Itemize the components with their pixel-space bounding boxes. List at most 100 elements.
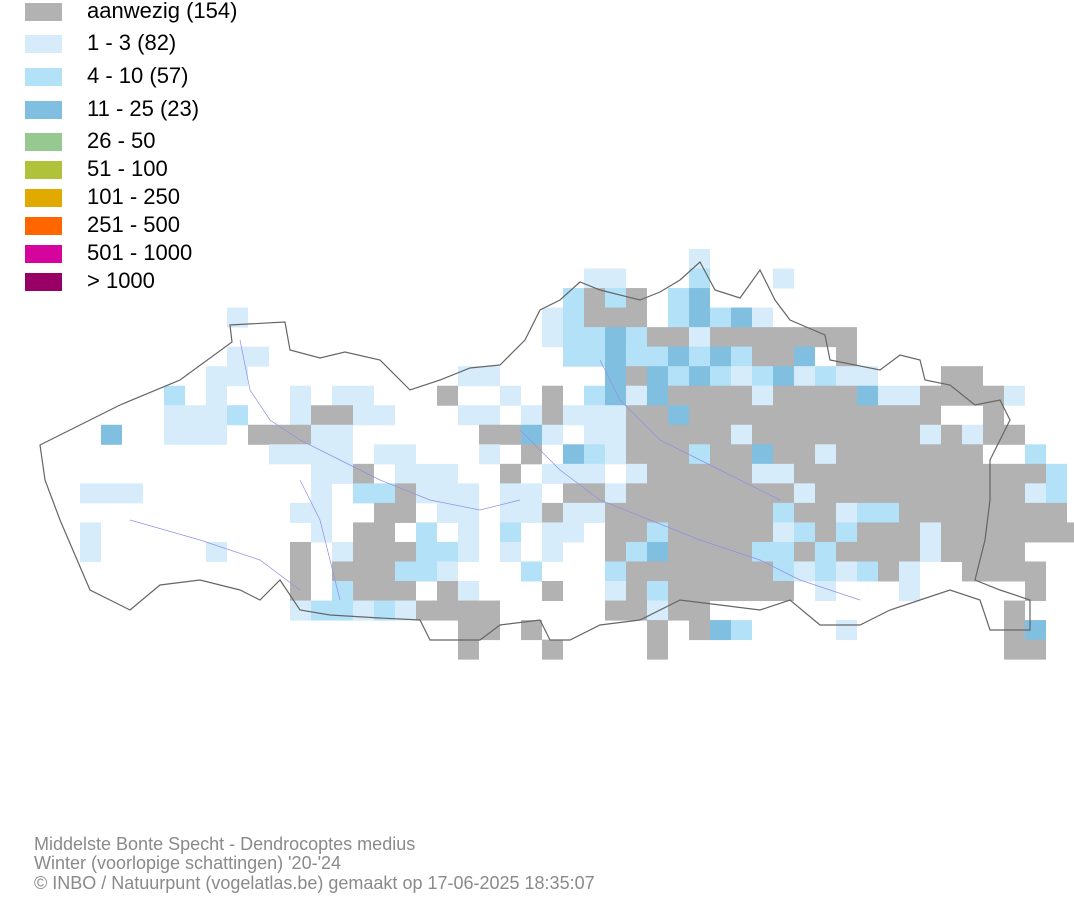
grid-cell <box>752 522 773 543</box>
grid-cell <box>836 620 857 641</box>
grid-cell <box>458 483 479 504</box>
grid-cell <box>521 502 542 523</box>
grid-cell <box>773 444 794 465</box>
grid-cell <box>1046 483 1067 504</box>
grid-cell <box>794 502 815 523</box>
grid-cell <box>794 327 815 348</box>
grid-cell <box>563 444 584 465</box>
grid-cell <box>983 463 1004 484</box>
grid-cell <box>689 483 710 504</box>
legend-swatch <box>25 161 62 179</box>
region-outline <box>39 261 1031 641</box>
legend-swatch <box>25 273 62 291</box>
grid-cell <box>206 541 227 562</box>
grid-cell <box>710 346 731 367</box>
grid-cell <box>731 522 752 543</box>
grid-cell <box>542 307 563 328</box>
grid-cell <box>311 444 332 465</box>
grid-cell <box>80 541 101 562</box>
grid-cell <box>710 581 731 602</box>
grid-cell <box>773 327 794 348</box>
grid-cell <box>836 561 857 582</box>
grid-cell <box>521 444 542 465</box>
grid-cell <box>731 541 752 562</box>
grid-cell <box>710 366 731 387</box>
grid-cell <box>458 639 479 660</box>
grid-cell <box>668 288 689 309</box>
grid-cell <box>752 581 773 602</box>
grid-cell <box>605 522 626 543</box>
legend-label: 1 - 3 (82) <box>87 30 176 55</box>
grid-cell <box>164 424 185 445</box>
grid-cell <box>836 385 857 406</box>
grid-cell <box>332 385 353 406</box>
grid-cell <box>521 405 542 426</box>
grid-cell <box>1046 463 1067 484</box>
grid-cell <box>479 424 500 445</box>
grid-cell <box>605 600 626 621</box>
footer-credit: © INBO / Natuurpunt (vogelatlas.be) gema… <box>34 873 595 893</box>
grid-cell <box>878 483 899 504</box>
grid-cell <box>311 522 332 543</box>
grid-cell <box>710 561 731 582</box>
grid-cell <box>290 561 311 582</box>
grid-cell <box>353 581 374 602</box>
grid-cell <box>689 620 710 641</box>
grid-cell <box>563 502 584 523</box>
grid-cell <box>290 581 311 602</box>
grid-cell <box>395 561 416 582</box>
grid-cell <box>647 385 668 406</box>
legend-label: aanwezig (154) <box>87 0 237 23</box>
grid-cell <box>248 424 269 445</box>
grid-cell <box>731 424 752 445</box>
grid-cell <box>668 600 689 621</box>
grid-cell <box>710 620 731 641</box>
grid-cell <box>542 541 563 562</box>
grid-cell <box>878 522 899 543</box>
grid-cell <box>794 444 815 465</box>
legend-label: 26 - 50 <box>87 128 156 153</box>
grid-cell <box>542 385 563 406</box>
grid-cell <box>941 522 962 543</box>
grid-cell <box>731 307 752 328</box>
grid-cell <box>563 288 584 309</box>
grid-cell <box>752 366 773 387</box>
legend-label: > 1000 <box>87 268 155 293</box>
grid-cell <box>836 405 857 426</box>
grid-cell <box>773 522 794 543</box>
grid-cell <box>626 288 647 309</box>
grid-cell <box>437 502 458 523</box>
grid-cell <box>374 483 395 504</box>
grid-cell <box>1067 522 1074 543</box>
grid-cell <box>290 385 311 406</box>
grid-cell <box>857 385 878 406</box>
grid-cell <box>962 366 983 387</box>
grid-cell <box>920 405 941 426</box>
grid-cell <box>479 620 500 641</box>
grid-cell <box>710 502 731 523</box>
grid-cell <box>731 366 752 387</box>
grid-cell <box>311 405 332 426</box>
grid-cell <box>458 620 479 641</box>
grid-cell <box>122 483 143 504</box>
grid-cell <box>773 463 794 484</box>
grid-cell <box>395 600 416 621</box>
grid-cell <box>458 541 479 562</box>
grid-cell <box>689 249 710 270</box>
grid-cell <box>1025 463 1046 484</box>
grid-cell <box>899 424 920 445</box>
grid-cell <box>710 483 731 504</box>
grid-cell <box>836 502 857 523</box>
grid-cell <box>710 424 731 445</box>
grid-cell <box>542 639 563 660</box>
grid-cell <box>857 483 878 504</box>
grid-cell <box>920 483 941 504</box>
grid-cell <box>941 444 962 465</box>
grid-cell <box>899 581 920 602</box>
grid-cell <box>353 405 374 426</box>
grid-cell <box>689 581 710 602</box>
grid-cell <box>458 405 479 426</box>
grid-cell <box>899 502 920 523</box>
grid-cell <box>584 385 605 406</box>
